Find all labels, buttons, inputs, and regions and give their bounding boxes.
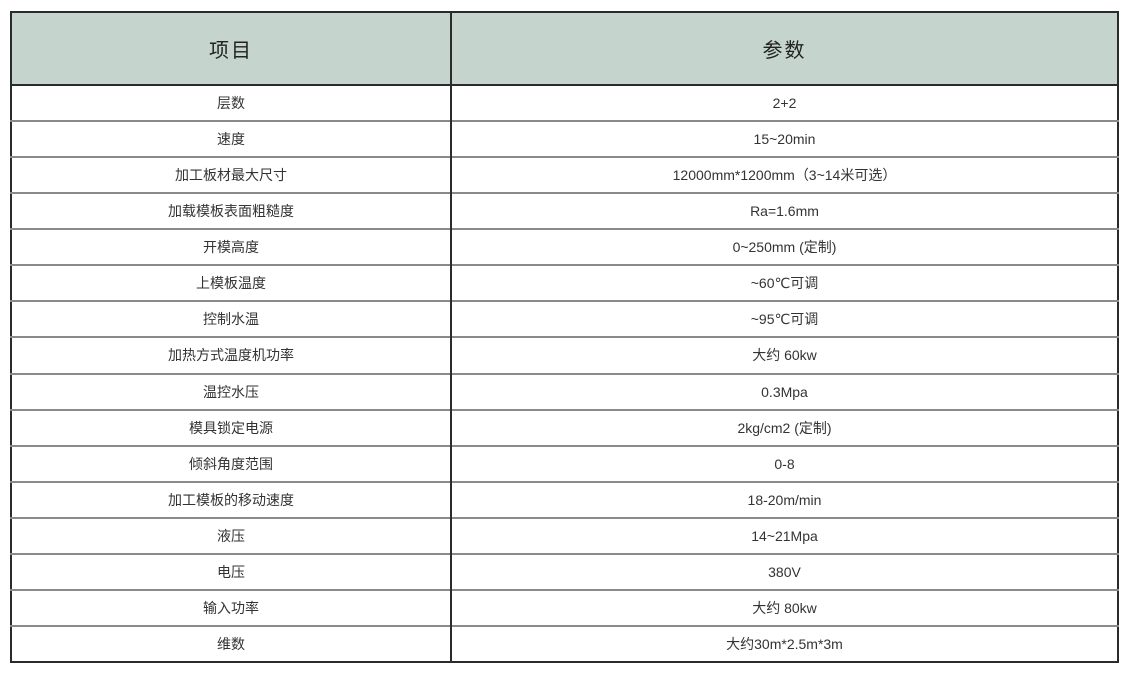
spec-item-cell: 倾斜角度范围 (11, 444, 452, 482)
spec-item-cell: 上模板温度 (11, 264, 452, 302)
table-row: 加载模板表面粗糙度 Ra=1.6mm (11, 192, 1118, 230)
spec-value-cell: ~60℃可调 (451, 264, 1118, 302)
column-header-item: 项目 (11, 12, 452, 86)
spec-value-cell: 380V (451, 552, 1118, 590)
table-row: 液压 14~21Mpa (11, 516, 1118, 554)
spec-table: 项目 参数 层数 2+2 速度 15~20min 加工板材最大尺寸 12000m… (10, 11, 1119, 663)
spec-value-cell: 0.3Mpa (451, 372, 1118, 410)
spec-item-cell: 液压 (11, 516, 452, 554)
spec-value-cell: 大约 60kw (451, 336, 1118, 374)
column-header-param: 参数 (451, 12, 1118, 86)
spec-item-cell: 维数 (11, 624, 452, 662)
header-row: 项目 参数 (11, 12, 1118, 86)
table-row: 加工板材最大尺寸 12000mm*1200mm（3~14米可选） (11, 156, 1118, 194)
spec-value-cell: 2+2 (451, 83, 1118, 122)
table-row: 开模高度 0~250mm (定制) (11, 228, 1118, 266)
table-row: 模具锁定电源 2kg/cm2 (定制) (11, 408, 1118, 446)
spec-table-body: 层数 2+2 速度 15~20min 加工板材最大尺寸 12000mm*1200… (11, 83, 1118, 662)
table-row: 控制水温 ~95℃可调 (11, 300, 1118, 338)
table-row: 维数 大约30m*2.5m*3m (11, 624, 1118, 662)
spec-item-cell: 电压 (11, 552, 452, 590)
spec-value-cell: 大约 80kw (451, 588, 1118, 626)
table-row: 温控水压 0.3Mpa (11, 372, 1118, 410)
spec-value-cell: 14~21Mpa (451, 516, 1118, 554)
spec-item-cell: 加工模板的移动速度 (11, 480, 452, 518)
spec-value-cell: 大约30m*2.5m*3m (451, 624, 1118, 662)
spec-item-cell: 加热方式温度机功率 (11, 336, 452, 374)
spec-value-cell: 12000mm*1200mm（3~14米可选） (451, 156, 1118, 194)
spec-item-cell: 温控水压 (11, 372, 452, 410)
table-row: 加热方式温度机功率 大约 60kw (11, 336, 1118, 374)
spec-item-cell: 模具锁定电源 (11, 408, 452, 446)
table-row: 速度 15~20min (11, 120, 1118, 158)
spec-item-cell: 速度 (11, 120, 452, 158)
table-row: 电压 380V (11, 552, 1118, 590)
spec-value-cell: 18-20m/min (451, 480, 1118, 518)
table-row: 加工模板的移动速度 18-20m/min (11, 480, 1118, 518)
table-row: 倾斜角度范围 0-8 (11, 444, 1118, 482)
spec-value-cell: Ra=1.6mm (451, 192, 1118, 230)
spec-item-cell: 层数 (11, 83, 452, 122)
spec-item-cell: 加工板材最大尺寸 (11, 156, 452, 194)
spec-value-cell: 0-8 (451, 444, 1118, 482)
spec-value-cell: 0~250mm (定制) (451, 228, 1118, 266)
spec-item-cell: 控制水温 (11, 300, 452, 338)
spec-item-cell: 加载模板表面粗糙度 (11, 192, 452, 230)
table-row: 上模板温度 ~60℃可调 (11, 264, 1118, 302)
table-row: 层数 2+2 (11, 83, 1118, 122)
table-row: 输入功率 大约 80kw (11, 588, 1118, 626)
spec-value-cell: 2kg/cm2 (定制) (451, 408, 1118, 446)
spec-item-cell: 开模高度 (11, 228, 452, 266)
spec-item-cell: 输入功率 (11, 588, 452, 626)
spec-value-cell: ~95℃可调 (451, 300, 1118, 338)
spec-value-cell: 15~20min (451, 120, 1118, 158)
